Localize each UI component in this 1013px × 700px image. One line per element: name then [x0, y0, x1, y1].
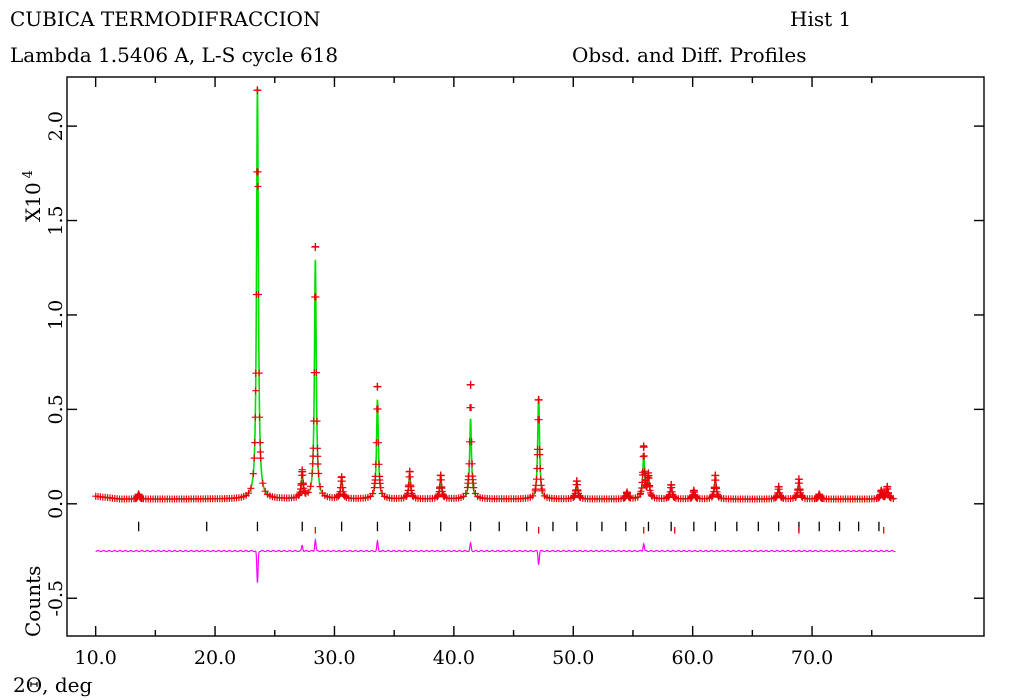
observed-peak-marker [134, 490, 143, 499]
y-tick-label: 2.0 [45, 111, 67, 141]
plot-frame [66, 76, 985, 637]
x-tick-label: 60.0 [672, 647, 714, 669]
observed-peak-marker [815, 490, 824, 499]
y-axis-label: Counts [21, 566, 45, 637]
observed-peak-marker [711, 471, 720, 480]
reflection-markers [137, 521, 885, 534]
observed-peak-marker [373, 382, 382, 391]
observed-peak-marker [253, 86, 262, 95]
observed-peak-marker [298, 467, 307, 476]
x-tick-label: 10.0 [75, 647, 117, 669]
observed-peak-marker [644, 471, 653, 480]
difference-profile [95, 537, 896, 583]
observed-profile [92, 86, 897, 503]
plot-title: CUBICA TERMODIFRACCION [10, 7, 320, 31]
observed-peak-marker [311, 242, 320, 251]
x-tick-label: 50.0 [552, 647, 594, 669]
observed-peak-marker [883, 482, 892, 491]
observed-peak-marker [436, 471, 445, 480]
observed-peak-marker [689, 486, 698, 495]
x-tick-label: 20.0 [194, 647, 236, 669]
difference-line [95, 537, 896, 583]
observed-peak-marker [667, 480, 676, 489]
observed-peak-marker [534, 395, 543, 404]
x-axis-label: 2Θ, deg [13, 673, 92, 697]
observed-peak-marker [337, 473, 346, 482]
observed-peak-marker [466, 380, 475, 389]
x-tick-label: 70.0 [791, 647, 833, 669]
observed-peak-marker [405, 467, 414, 476]
y-tick-label: 0.0 [45, 489, 67, 519]
calculated-profile [95, 88, 896, 500]
y-multiplier-label: X104 [21, 170, 45, 222]
x-tick-label: 40.0 [433, 647, 475, 669]
observed-peak-marker [639, 443, 648, 452]
y-tick-labels: -0.5 0.0 0.5 1.0 1.5 2.0 [45, 111, 67, 617]
observed-peak-marker [877, 486, 886, 495]
y-tick-label: 1.0 [45, 300, 67, 330]
observed-peak-marker [572, 477, 581, 486]
x-tick-labels: 10.0 20.0 30.0 40.0 50.0 60.0 70.0 [75, 647, 834, 669]
histogram-label: Hist 1 [790, 7, 851, 31]
observed-peak-marker [774, 482, 783, 491]
y-tick-label: 1.5 [45, 205, 67, 235]
y-tick-label: -0.5 [45, 580, 67, 617]
plot-subtitle: Lambda 1.5406 A, L-S cycle 618 [10, 43, 338, 67]
observed-peak-marker [622, 488, 631, 497]
observed-peak-marker [794, 475, 803, 484]
observed-markers [92, 86, 897, 503]
x-tick-label: 30.0 [313, 647, 355, 669]
axis-ticks [67, 77, 984, 636]
calculated-line [95, 88, 896, 500]
profile-label: Obsd. and Diff. Profiles [572, 43, 806, 67]
y-tick-label: 0.5 [45, 394, 67, 424]
